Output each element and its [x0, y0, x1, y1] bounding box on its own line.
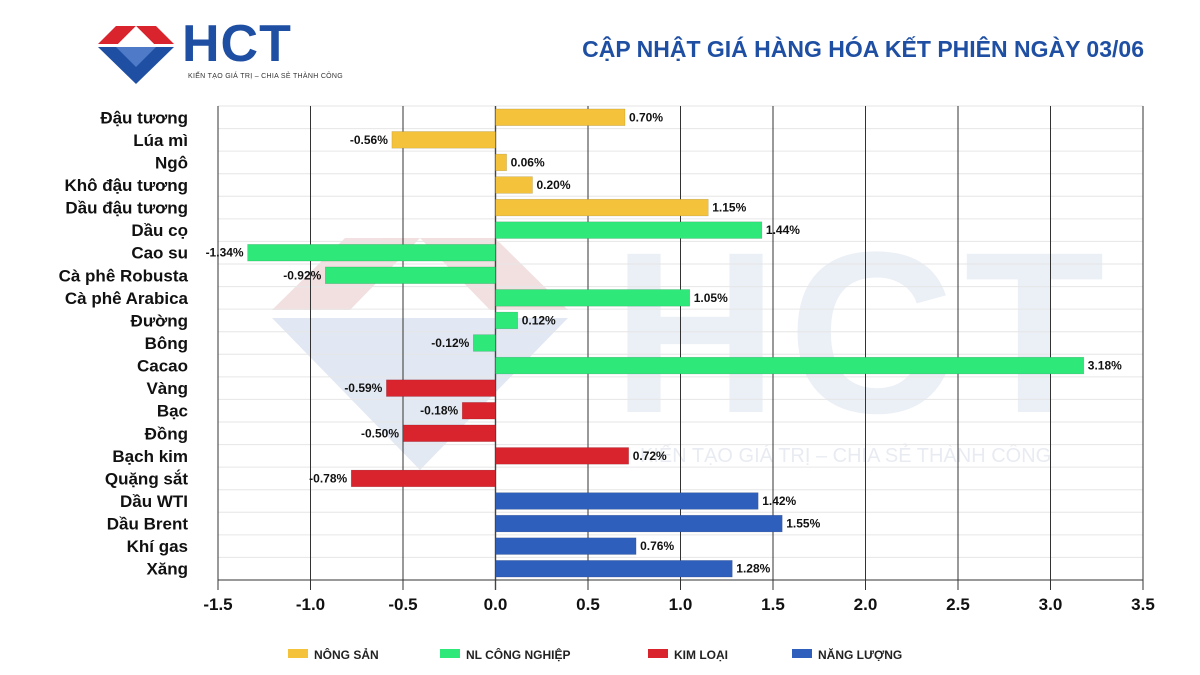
category-label: Khí gas: [127, 537, 188, 556]
x-tick-label: -0.5: [388, 595, 417, 614]
bar: [495, 356, 1085, 375]
category-label: Cà phê Robusta: [59, 266, 189, 285]
category-label: Cao su: [131, 244, 188, 263]
x-tick-label: 0.5: [576, 595, 600, 614]
bar: [247, 244, 496, 262]
watermark-tagline: KIẾN TẠO GIÁ TRỊ – CHIA SẺ THÀNH CÔNG: [640, 444, 1051, 467]
value-label: -0.78%: [309, 471, 347, 485]
bar: [495, 221, 763, 239]
category-label: Đồng: [145, 424, 188, 443]
value-label: -0.92%: [283, 268, 321, 282]
value-label: 1.42%: [762, 494, 796, 508]
grid: [217, 105, 1144, 590]
bar: [324, 266, 496, 284]
bar: [495, 447, 629, 465]
bar: [495, 537, 637, 555]
bar: [350, 469, 496, 488]
hct-logo: HCT KIẾN TẠO GIÁ TRỊ – CHIA SẺ THÀNH CÔN…: [96, 15, 343, 90]
category-label: Bạc: [157, 402, 188, 421]
x-tick-label: 0.0: [484, 595, 508, 614]
value-label: -0.18%: [420, 404, 458, 418]
bar: [495, 153, 507, 172]
category-label: Cacao: [137, 357, 188, 376]
legend: NÔNG SẢN NL CÔNG NGHIỆP KIM LOẠI NĂNG LƯỢNG: [288, 647, 902, 662]
legend-swatch: [288, 649, 308, 658]
x-tick-label: 2.0: [854, 595, 878, 614]
bar: [495, 176, 533, 194]
bar: [495, 108, 626, 126]
category-label: Dầu đậu tương: [65, 199, 188, 218]
category-label: Lúa mì: [133, 131, 188, 150]
legend-swatch: [792, 649, 812, 658]
category-labels: Đậu tương Lúa mì Ngô Khô đậu tương Dầu đậu t…: [59, 108, 189, 578]
value-label: -0.59%: [344, 381, 382, 395]
bar: [461, 402, 496, 420]
watermark-brand: HCT: [612, 204, 1115, 461]
value-label: 0.76%: [640, 539, 674, 553]
x-tick-label: -1.0: [296, 595, 325, 614]
page-title: CẬP NHẬT GIÁ HÀNG HÓA KẾT PHIÊN NGÀY 03/…: [582, 36, 1144, 62]
legend-label: NÔNG SẢN: [314, 647, 379, 662]
bar: [495, 198, 709, 217]
category-label: Cà phê Arabica: [65, 289, 189, 308]
legend-swatch: [648, 649, 668, 658]
value-label: 1.28%: [736, 562, 770, 576]
legend-label: KIM LOẠI: [674, 648, 728, 662]
category-label: Khô đậu tương: [64, 176, 188, 195]
value-label: 0.72%: [633, 449, 667, 463]
value-label: 1.15%: [712, 201, 746, 215]
category-label: Dầu cọ: [131, 221, 188, 240]
value-label: -0.56%: [350, 133, 388, 147]
x-tick-label: 1.5: [761, 595, 785, 614]
category-label: Vàng: [146, 379, 188, 398]
category-label: Bạch kim: [112, 447, 188, 466]
category-label: Đậu tương: [100, 108, 188, 127]
x-tick-label: -1.5: [203, 595, 232, 614]
category-label: Dầu WTI: [120, 492, 188, 511]
value-label: 0.12%: [522, 313, 556, 327]
hct-logo-mark: [98, 26, 174, 84]
value-label: -0.12%: [431, 336, 469, 350]
legend-label: NĂNG LƯỢNG: [818, 647, 902, 662]
category-label: Dầu Brent: [107, 515, 189, 534]
bar: [391, 131, 496, 149]
value-label: 1.55%: [786, 517, 820, 531]
bar: [472, 334, 496, 352]
brand-tagline: KIẾN TẠO GIÁ TRỊ – CHIA SẺ THÀNH CÔNG: [188, 73, 344, 80]
x-tick-label: 2.5: [946, 595, 970, 614]
x-tick-label: 3.0: [1039, 595, 1063, 614]
value-label: -1.34%: [206, 246, 244, 260]
x-tick-label: 3.5: [1131, 595, 1155, 614]
legend-swatch: [440, 649, 460, 658]
x-axis-ticks: -1.5 -1.0 -0.5 0.0 0.5 1.0 1.5 2.0 2.5 3.0 3.5: [203, 595, 1154, 614]
category-label: Đường: [131, 311, 188, 330]
value-labels: 0.70% -0.56% 0.06% 0.20% 1.15% 1.44% -1.34% -0.…: [206, 110, 1123, 575]
bar: [386, 379, 496, 397]
value-label: 0.70%: [629, 110, 663, 124]
bar: [495, 289, 691, 307]
category-label: Quặng sắt: [105, 469, 188, 488]
value-label: 1.44%: [766, 223, 800, 237]
value-label: 0.20%: [537, 178, 571, 192]
bars: [247, 108, 1085, 578]
x-tick-label: 1.0: [669, 595, 693, 614]
bar: [495, 311, 519, 330]
bar: [495, 514, 783, 533]
value-label: 3.18%: [1088, 359, 1122, 373]
legend-label: NL CÔNG NGHIỆP: [466, 647, 570, 662]
value-label: -0.50%: [361, 426, 399, 440]
category-label: Xăng: [146, 560, 188, 579]
value-label: 1.05%: [694, 291, 728, 305]
header: HCT KIẾN TẠO GIÁ TRỊ – CHIA SẺ THÀNH CÔN…: [0, 0, 1200, 100]
bar: [495, 560, 733, 578]
bar: [495, 492, 759, 510]
value-label: 0.06%: [511, 155, 545, 169]
bar: [402, 424, 496, 442]
category-label: Bông: [145, 334, 188, 353]
category-label: Ngô: [155, 153, 188, 172]
brand-name: HCT: [182, 15, 292, 73]
